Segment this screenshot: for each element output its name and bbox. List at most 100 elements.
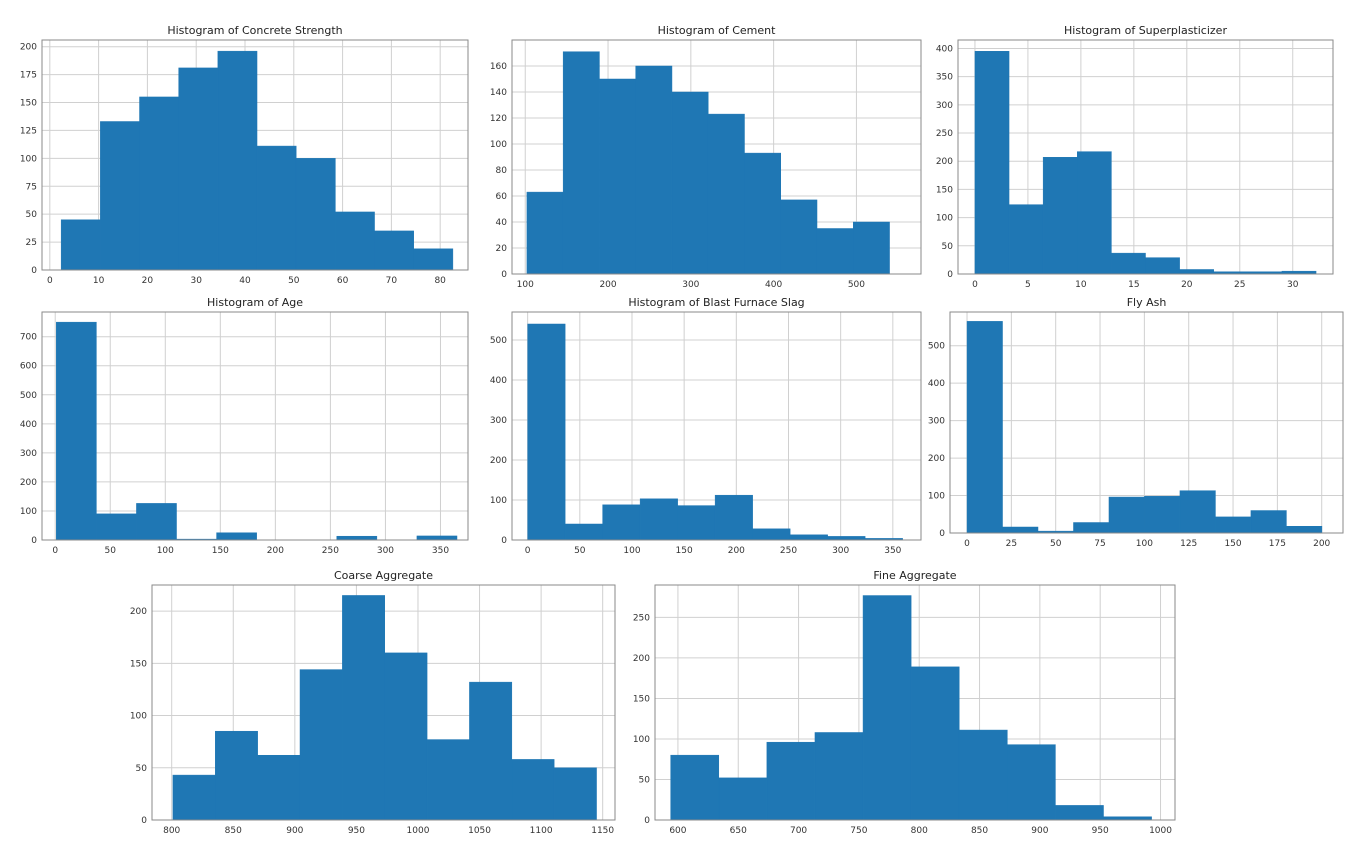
x-tick-label: 750 <box>850 826 867 836</box>
x-tick-label: 50 <box>288 276 300 286</box>
histogram-bar <box>1145 257 1180 275</box>
y-tick-label: 100 <box>130 712 147 722</box>
y-tick-label: 250 <box>633 613 650 623</box>
y-tick-label: 500 <box>928 342 945 352</box>
x-tick-label: 1050 <box>468 826 491 836</box>
y-tick-label: 600 <box>20 362 37 372</box>
y-tick-label: 0 <box>501 270 507 280</box>
x-tick-label: 500 <box>848 280 865 290</box>
histogram-bar <box>216 532 257 541</box>
x-tick-label: 80 <box>434 276 446 286</box>
x-tick-label: 350 <box>432 546 449 556</box>
x-tick-label: 250 <box>780 546 797 556</box>
x-tick-label: 175 <box>1269 539 1286 549</box>
histogram-panel: 100 200 300 400 500 0 20 40 60 80 100 120 140 160 Hist… <box>490 24 922 290</box>
y-tick-label: 50 <box>136 764 148 774</box>
x-tick-label: 30 <box>1287 280 1299 290</box>
y-tick-label: 300 <box>20 449 37 459</box>
y-tick-label: 150 <box>936 185 953 195</box>
y-tick-label: 0 <box>31 266 37 276</box>
histogram-bar <box>564 523 603 541</box>
histogram-bar <box>974 51 1010 275</box>
x-tick-label: 10 <box>1075 280 1087 290</box>
x-tick-label: 300 <box>832 546 849 556</box>
x-tick-label: 100 <box>517 280 534 290</box>
histogram-bar <box>562 51 600 275</box>
x-tick-label: 0 <box>47 276 53 286</box>
chart-title: Histogram of Superplasticizer <box>1064 24 1227 37</box>
histogram-bar <box>336 535 378 541</box>
histogram-bar <box>677 505 716 541</box>
x-tick-label: 0 <box>972 280 978 290</box>
chart-title: Histogram of Age <box>207 296 303 309</box>
histogram-panel: 800 850 900 950 1000 1050 1100 1150 0 50 100 150 200… <box>130 569 616 836</box>
histogram-bar <box>1286 526 1323 534</box>
histogram-bar <box>217 50 258 271</box>
x-tick-label: 950 <box>348 826 365 836</box>
y-tick-label: 200 <box>936 157 953 167</box>
chart-title: Histogram of Blast Furnace Slag <box>628 296 804 309</box>
y-tick-label: 80 <box>496 166 508 176</box>
x-tick-label: 800 <box>163 826 180 836</box>
chart-title: Fine Aggregate <box>873 569 956 582</box>
y-tick-label: 700 <box>20 333 37 343</box>
histogram-bar <box>862 595 912 821</box>
histogram-bar <box>215 730 258 821</box>
x-tick-label: 15 <box>1128 280 1139 290</box>
y-tick-label: 300 <box>936 101 953 111</box>
x-tick-label: 1100 <box>530 826 553 836</box>
x-tick-label: 200 <box>599 280 616 290</box>
y-tick-label: 500 <box>490 336 507 346</box>
histogram-bar <box>295 158 336 271</box>
histogram-bar <box>413 248 454 271</box>
histogram-bar <box>1179 490 1216 534</box>
y-tick-label: 50 <box>942 242 954 252</box>
x-tick-label: 150 <box>1224 539 1241 549</box>
histogram-bar <box>1179 269 1214 275</box>
y-tick-label: 75 <box>26 182 37 192</box>
histogram-bar <box>56 321 97 541</box>
y-tick-label: 200 <box>928 454 945 464</box>
histogram-bar <box>1055 805 1104 821</box>
y-tick-label: 400 <box>490 376 507 386</box>
y-tick-label: 200 <box>20 43 37 53</box>
x-tick-label: 250 <box>322 546 339 556</box>
x-tick-label: 700 <box>790 826 807 836</box>
y-tick-label: 100 <box>936 214 953 224</box>
histogram-panel: 0 10 20 30 40 50 60 70 80 0 25 50 75 100 125 150 175 200 H… <box>20 24 469 286</box>
chart-title: Histogram of Cement <box>658 24 777 37</box>
histogram-bar <box>744 152 781 275</box>
y-tick-label: 140 <box>490 88 507 98</box>
y-tick-label: 250 <box>936 129 953 139</box>
y-tick-label: 200 <box>20 478 37 488</box>
histogram-bar <box>816 228 854 275</box>
x-tick-label: 25 <box>1234 280 1245 290</box>
histogram-bar <box>299 669 343 821</box>
histogram-bar <box>426 739 470 821</box>
y-tick-label: 50 <box>26 210 38 220</box>
y-tick-label: 150 <box>130 659 147 669</box>
x-tick-label: 350 <box>884 546 901 556</box>
x-tick-label: 300 <box>377 546 394 556</box>
y-tick-label: 200 <box>490 456 507 466</box>
chart-title: Fly Ash <box>1127 296 1167 309</box>
x-tick-label: 125 <box>1180 539 1197 549</box>
x-tick-label: 10 <box>93 276 105 286</box>
y-tick-label: 100 <box>633 735 650 745</box>
histogram-bar <box>827 536 866 541</box>
histogram-panel: 0 50 100 150 200 250 300 350 0 100 200 300 400 500 His… <box>490 296 922 556</box>
histogram-bar <box>256 145 297 271</box>
y-tick-label: 400 <box>20 420 37 430</box>
y-tick-label: 50 <box>639 775 651 785</box>
y-tick-label: 300 <box>928 417 945 427</box>
y-tick-label: 200 <box>130 607 147 617</box>
histogram-bar <box>910 666 960 821</box>
x-tick-label: 5 <box>1025 280 1031 290</box>
y-tick-label: 40 <box>496 218 508 228</box>
axes-frame <box>41 311 469 541</box>
histogram-panel: 0 5 10 15 20 25 30050100150200250300350400Hist… <box>936 24 1334 290</box>
histogram-bar <box>789 534 828 541</box>
histogram-bar <box>374 230 414 271</box>
x-tick-label: 850 <box>971 826 988 836</box>
